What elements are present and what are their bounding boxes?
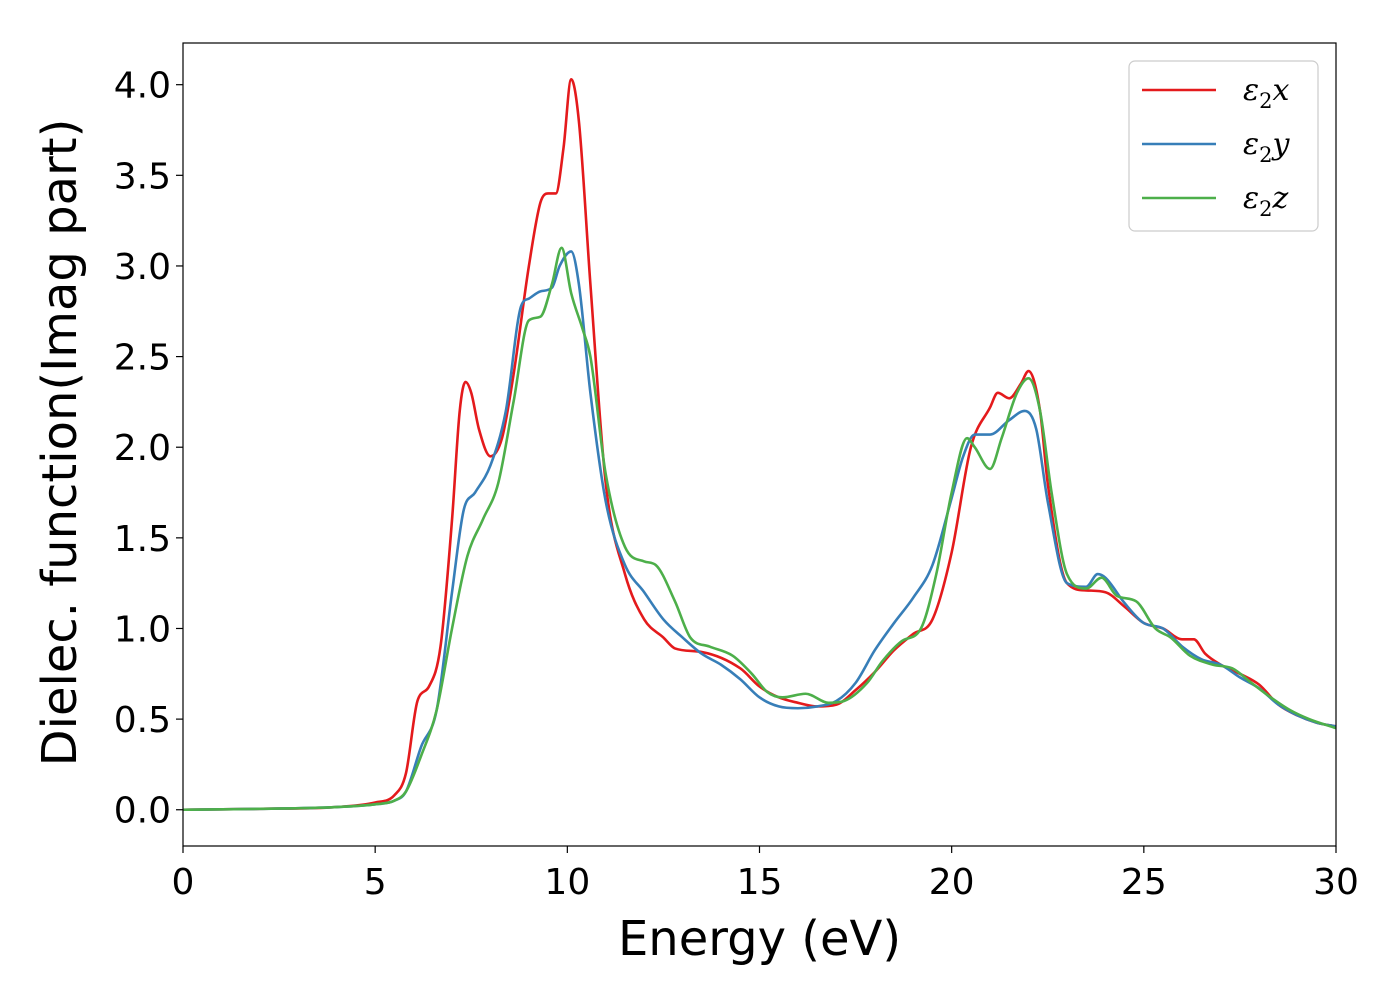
x-tick-label: 5 (364, 862, 387, 903)
y-tick-label: 0.5 (114, 700, 171, 741)
x-tick-label: 15 (737, 862, 783, 903)
x-tick-label: 20 (929, 862, 975, 903)
x-tick-label: 0 (172, 862, 195, 903)
y-tick-label: 0.0 (114, 791, 171, 832)
x-tick-label: 30 (1313, 862, 1359, 903)
y-tick-label: 3.5 (114, 156, 171, 197)
y-tick-label: 1.0 (114, 609, 171, 650)
y-axis-title: Dielec. function(Imag part) (32, 119, 88, 767)
y-axis: 0.0 0.5 1.0 1.5 2.0 2.5 3.0 3.5 4.0 (114, 66, 183, 832)
x-tick-label: 25 (1121, 862, 1167, 903)
y-tick-label: 2.5 (114, 338, 171, 379)
legend-frame (1128, 60, 1319, 232)
y-tick-label: 4.0 (114, 66, 171, 107)
x-axis-title: Energy (eV) (618, 911, 901, 967)
plot-area (183, 77, 1336, 812)
series-line-z (183, 246, 1336, 812)
x-tick-label: 10 (544, 862, 590, 903)
y-tick-label: 1.5 (114, 519, 171, 560)
legend-label-x: ε2x (1243, 73, 1289, 113)
series-line-y (183, 250, 1336, 812)
legend-label-y: ε2y (1243, 127, 1290, 167)
y-tick-label: 2.0 (114, 428, 171, 469)
x-axis: 0 5 10 15 20 25 30 (172, 846, 1359, 903)
y-tick-label: 3.0 (114, 247, 171, 288)
legend: ε2x ε2y ε2z (1128, 60, 1319, 232)
legend-label-z: ε2z (1243, 181, 1288, 221)
